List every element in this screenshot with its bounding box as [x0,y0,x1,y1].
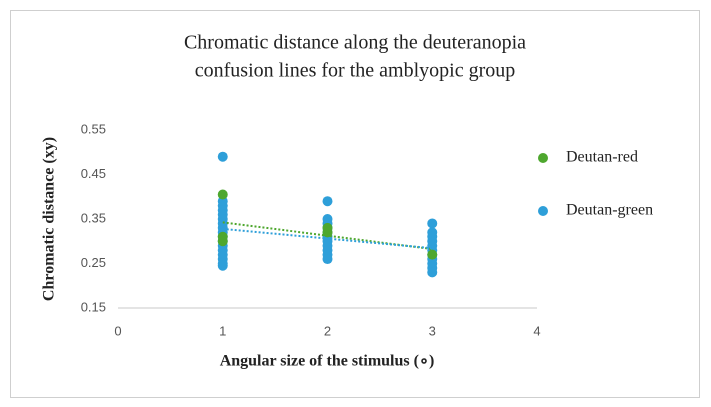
data-point [427,218,438,229]
chart-title: Chromatic distance along the deuteranopi… [184,32,526,54]
x-tick-label: 3 [429,323,436,338]
trendline [222,227,433,250]
y-tick-label: 0.45 [81,166,106,181]
y-tick-label: 0.15 [81,299,106,314]
y-tick-label: 0.25 [81,255,106,270]
chart-title: confusion lines for the amblyopic group [195,60,516,82]
x-tick-label: 1 [219,323,226,338]
legend-marker [538,153,548,163]
data-point [217,151,228,162]
y-tick-label: 0.35 [81,210,106,225]
x-tick-label: 4 [533,323,540,338]
y-axis-label: Chromatic distance (xy) [41,137,58,301]
x-axis-label: Angular size of the stimulus (∘) [220,353,435,370]
legend-label: Deutan-green [566,202,653,219]
legend-marker [538,206,548,216]
data-point [217,260,228,271]
y-tick-label: 0.55 [81,121,106,136]
data-point [322,196,333,207]
data-point [217,236,228,247]
data-point [427,267,438,278]
legend-label: Deutan-red [566,149,638,166]
data-point [217,189,228,200]
chart-border [10,10,700,398]
data-point [322,227,333,238]
data-point [322,254,333,265]
x-tick-label: 2 [324,323,331,338]
data-point [427,249,438,260]
trendline [222,221,433,251]
x-tick-label: 0 [114,323,121,338]
